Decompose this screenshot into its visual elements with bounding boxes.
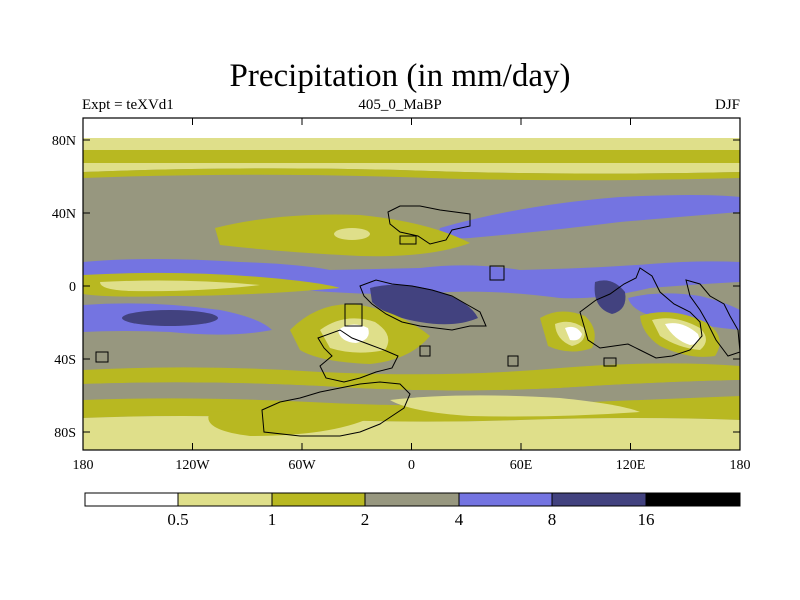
lon-label: 120W <box>175 458 210 473</box>
map-field <box>83 118 740 450</box>
lon-label: 120E <box>616 458 646 473</box>
lon-label: 0 <box>408 458 415 473</box>
band-arctic-pale <box>83 138 740 150</box>
colorbar-box <box>84 492 179 507</box>
season-label: DJF <box>714 97 740 113</box>
band-south-pale-patch <box>390 395 640 417</box>
tropical-dry-core <box>100 280 260 292</box>
colorbar-box <box>364 492 460 507</box>
colorbar-box <box>645 492 741 507</box>
colorbar-label: 8 <box>548 510 557 529</box>
dry-core-north <box>334 228 370 240</box>
storm-track-north-atlantic <box>439 195 740 239</box>
colorbar-box <box>177 492 273 507</box>
colorbar: 0.5 1 2 4 8 16 <box>84 492 741 529</box>
colorbar-box <box>271 492 366 507</box>
east-wet-band <box>628 293 740 330</box>
dry-zone-south-1-core <box>338 324 369 343</box>
continent-outline <box>95 205 740 437</box>
spcz-core <box>122 310 218 326</box>
lat-label: 40S <box>54 353 76 368</box>
colorbar-label: 1 <box>268 510 277 529</box>
period-label: 405_0_MaBP <box>358 97 442 113</box>
colorbar-label: 16 <box>638 510 655 529</box>
band-north-yellow <box>83 150 740 163</box>
lat-axis-ticks <box>83 139 740 433</box>
lon-axis-ticks <box>82 118 741 450</box>
colorbar-box <box>551 492 647 507</box>
dry-zone-south-2-core <box>565 326 582 341</box>
lon-label: 60W <box>288 458 316 473</box>
lon-label: 60E <box>510 458 533 473</box>
colorbar-label: 0.5 <box>167 510 188 529</box>
band-arctic-white <box>83 118 740 138</box>
lat-label: 80S <box>54 426 76 441</box>
band-north-pale <box>83 163 740 174</box>
antarctic-yellow-patch <box>208 410 370 436</box>
experiment-label: Expt = teXVd1 <box>82 97 174 113</box>
itcz-wet-band <box>83 259 740 299</box>
lat-label: 80N <box>52 134 76 149</box>
chart-title: Precipitation (in mm/day) <box>229 58 571 94</box>
band-south-yellow <box>83 363 740 391</box>
lat-axis-labels: 80N 40N 0 40S 80S <box>52 134 76 441</box>
dry-zone-south-3-core <box>665 323 699 345</box>
colorbar-label: 2 <box>361 510 370 529</box>
colorbar-box <box>458 492 553 507</box>
tropical-land-wet-core <box>370 284 478 325</box>
lat-label: 0 <box>69 280 76 295</box>
band-south-grey <box>83 380 740 406</box>
lon-axis-labels: 180 120W 60W 0 60E 120E 180 <box>73 458 751 473</box>
band-north-yellow-2 <box>83 168 740 181</box>
colorbar-label: 4 <box>455 510 464 529</box>
lon-label: 180 <box>730 458 751 473</box>
lon-label: 180 <box>73 458 94 473</box>
lat-label: 40N <box>52 207 76 222</box>
